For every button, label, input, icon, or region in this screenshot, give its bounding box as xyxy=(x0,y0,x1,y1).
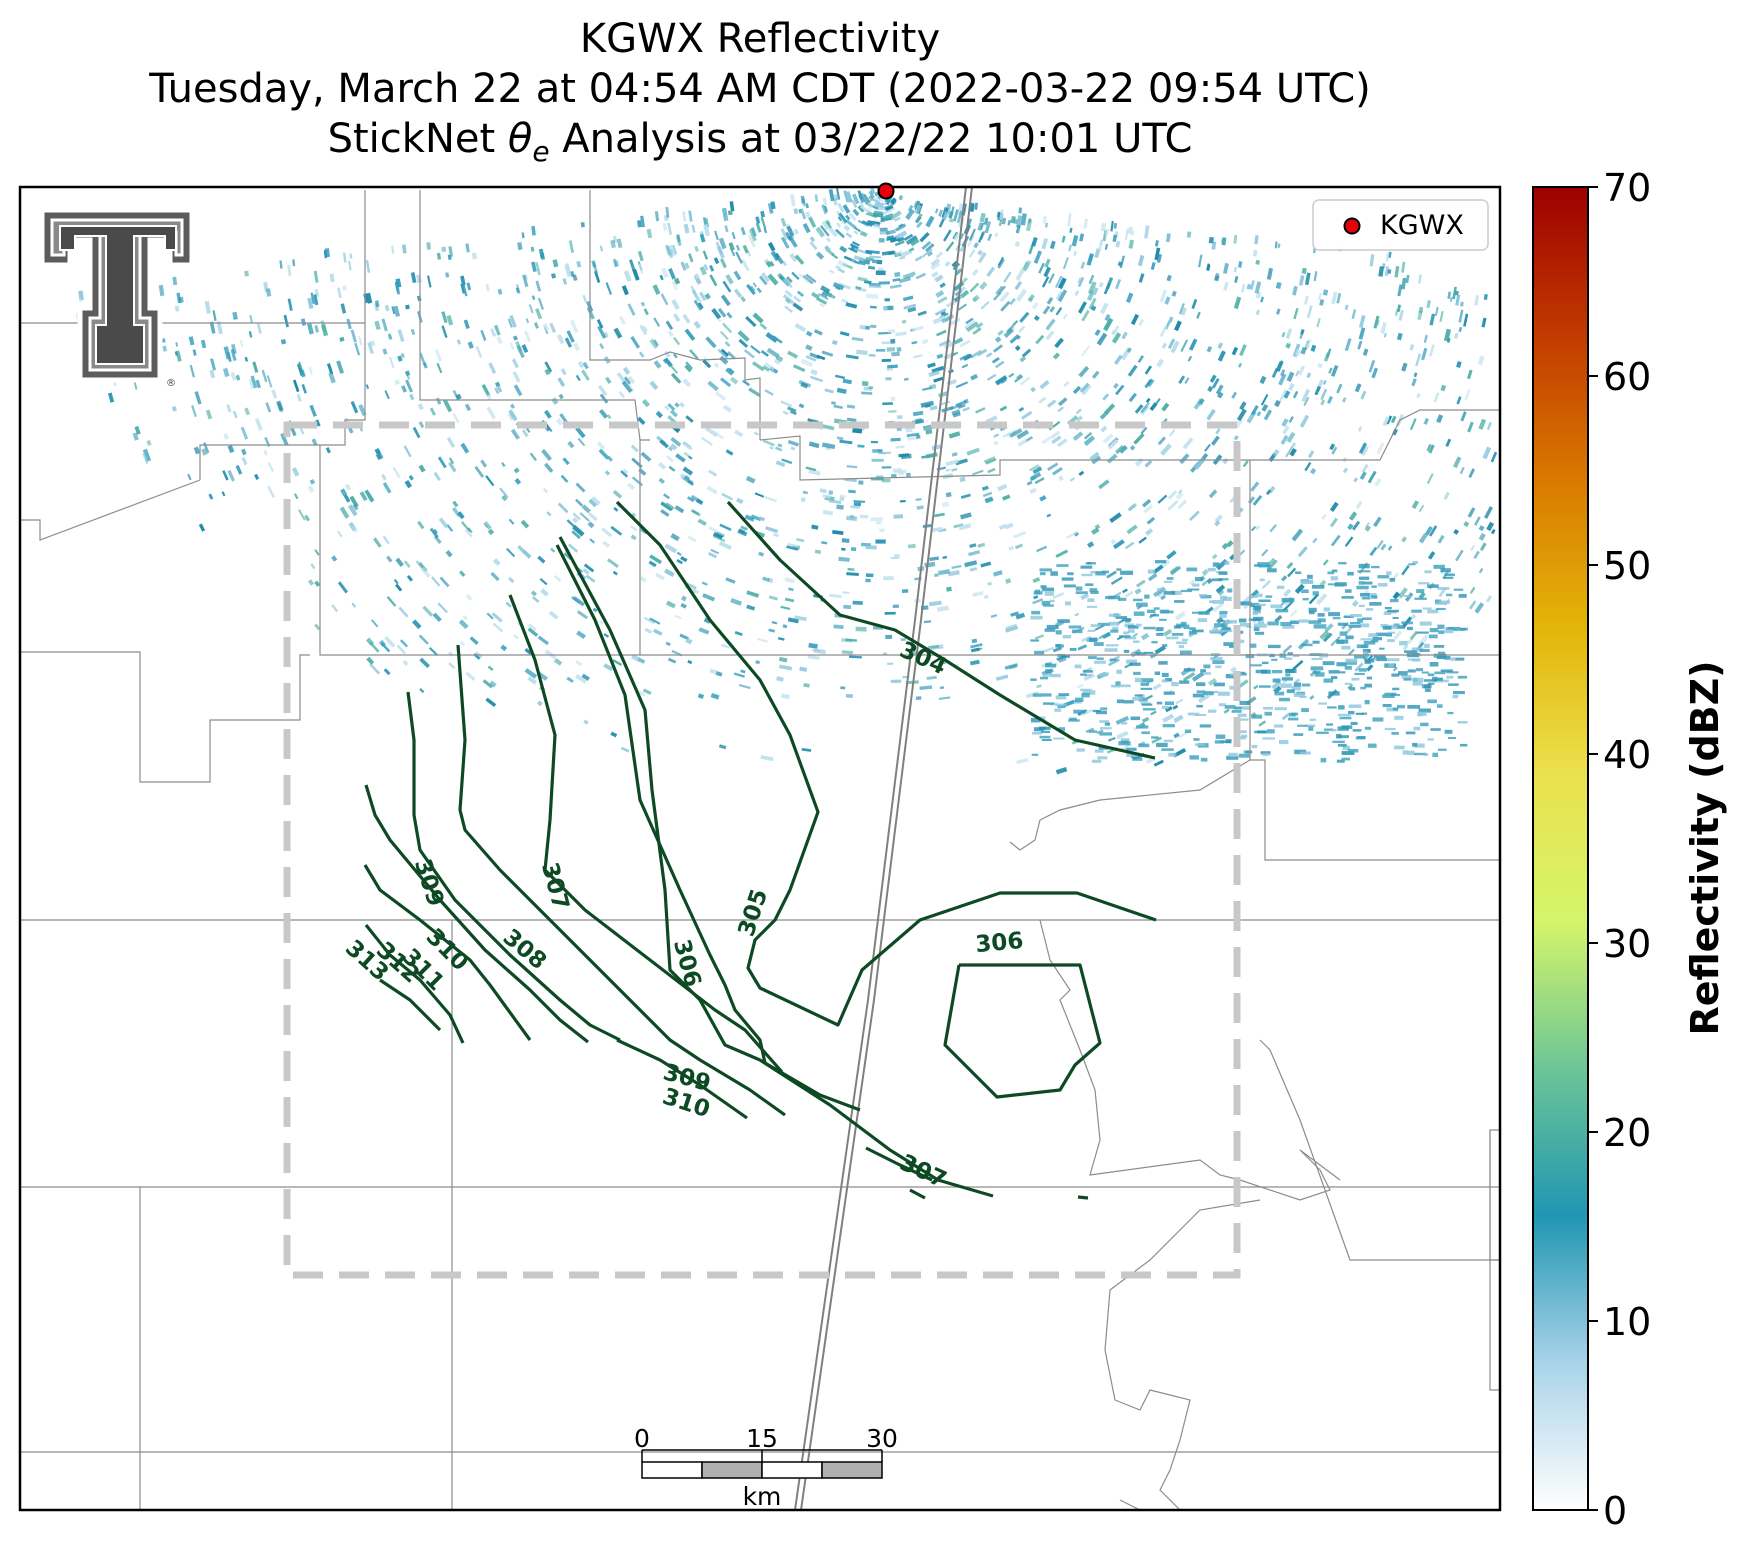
county-boundaries xyxy=(20,190,1500,1510)
scale-tick-30: 30 xyxy=(866,1424,898,1453)
colorbar-label: Reflectivity (dBZ) xyxy=(1683,660,1727,1035)
legend-label: KGWX xyxy=(1380,210,1464,241)
colorbar-ticks: 0 10 20 30 40 50 60 70 xyxy=(1588,166,1651,1533)
colorbar-tick-label: 70 xyxy=(1603,166,1651,210)
contour-312 xyxy=(363,864,532,1041)
reflectivity-echoes xyxy=(75,187,1498,775)
contour-313 xyxy=(364,924,465,1044)
scale-tick-0: 0 xyxy=(634,1424,650,1453)
scale-bar: 0 15 30 km xyxy=(634,1424,898,1511)
colorbar-gradient xyxy=(1532,186,1589,1511)
contour-309 xyxy=(456,644,786,1117)
colorbar-tick-label: 10 xyxy=(1603,1300,1651,1344)
title-block: KGWX Reflectivity Tuesday, March 22 at 0… xyxy=(20,14,1500,177)
contour-304 xyxy=(726,500,1156,760)
scale-tick-15: 15 xyxy=(746,1424,778,1453)
colorbar-tick-label: 20 xyxy=(1603,1111,1651,1155)
radar-site-marker xyxy=(877,182,895,200)
theta-symbol: θ xyxy=(507,116,533,162)
theta-e-contours xyxy=(363,500,1157,1200)
contour-306b xyxy=(943,963,1102,1099)
colorbar-tick-label: 40 xyxy=(1603,733,1651,777)
contour-308 xyxy=(508,594,784,1074)
legend-marker xyxy=(1343,217,1361,235)
contour-frag-d xyxy=(1077,1195,1089,1200)
contour-frag-c xyxy=(909,1188,926,1200)
theta-subscript: e xyxy=(532,135,550,168)
title-analysis-suffix: Analysis at 03/22/22 10:01 UTC xyxy=(549,116,1193,162)
university-logo: ® xyxy=(39,207,195,389)
contour-label-306b: 306 xyxy=(974,928,1024,958)
legend: KGWX xyxy=(1312,199,1489,251)
contour-313b xyxy=(379,978,442,1032)
title-radar: KGWX Reflectivity xyxy=(579,16,941,62)
contour-305 xyxy=(615,500,1157,1027)
contour-frag-a xyxy=(616,1038,748,1120)
contour-307 xyxy=(555,544,861,1112)
analysis-domain-box xyxy=(283,421,1241,1279)
colorbar-tick-label: 30 xyxy=(1603,922,1651,966)
title-analysis-prefix: StickNet xyxy=(327,116,508,162)
colorbar-tick-label: 60 xyxy=(1603,355,1651,399)
contour-310 xyxy=(406,691,621,1042)
contour-frag-b xyxy=(865,1146,933,1182)
colorbar-tick-label: 0 xyxy=(1603,1489,1627,1533)
highway xyxy=(794,187,973,1510)
title-analysis: StickNet θe Analysis at 03/22/22 10:01 U… xyxy=(20,114,1500,177)
map-frame xyxy=(18,185,1502,1512)
contour-311 xyxy=(364,784,589,1044)
colorbar-tick-label: 50 xyxy=(1603,544,1651,588)
scale-unit: km xyxy=(743,1482,782,1511)
title-datetime: Tuesday, March 22 at 04:54 AM CDT (2022-… xyxy=(149,66,1371,112)
